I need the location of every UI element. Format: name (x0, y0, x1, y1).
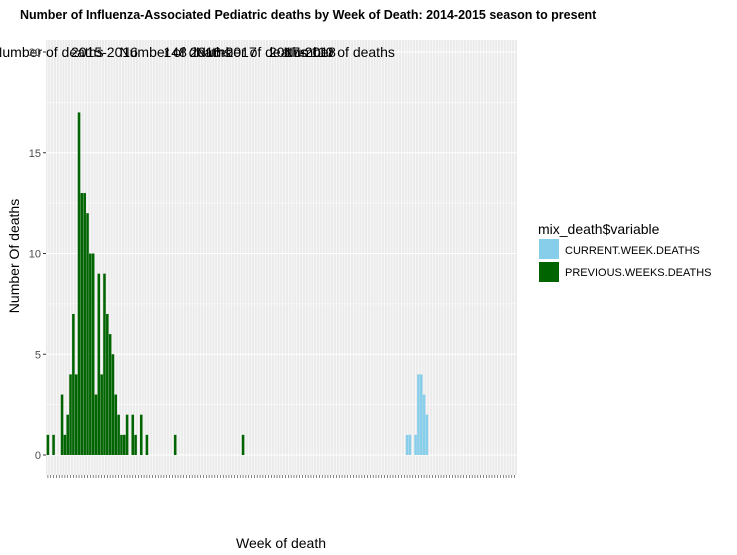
bar-previous (83, 193, 86, 456)
bar-previous (173, 434, 177, 455)
bar-previous (145, 434, 149, 455)
chart-annotation: Number of deaths (284, 44, 395, 60)
chart-annotation: 2017-2018 (269, 44, 336, 60)
bar-previous (134, 434, 137, 455)
bar-previous (46, 434, 50, 455)
bar-previous (241, 434, 245, 455)
bar-previous (103, 273, 106, 455)
bar-previous (97, 273, 101, 455)
x-axis (47, 475, 515, 478)
bar-previous (89, 253, 92, 455)
bar-current (414, 434, 417, 455)
y-tick-label: 15 (29, 148, 41, 160)
chart-annotation: 2015-2016 (71, 44, 138, 60)
legend-swatch-previous (539, 262, 559, 282)
chart-title: Number of Influenza-Associated Pediatric… (20, 8, 597, 22)
y-tick-label: 10 (29, 249, 41, 261)
bar-previous (114, 394, 118, 455)
chart-annotation: Number of deaths (196, 44, 307, 60)
bar-current (405, 434, 409, 455)
y-axis: 0 5 10 15 20 (29, 47, 46, 462)
y-tick-label: 20 (29, 47, 41, 59)
chart-annotation: 148 (164, 44, 188, 60)
chart-annotation: 110 (311, 44, 334, 60)
bar-current (408, 434, 412, 455)
y-tick-label: 0 (35, 450, 41, 462)
bar-previous (72, 313, 75, 455)
chart-annotation: 2016-2017 (190, 44, 257, 60)
bar-current (425, 414, 429, 455)
bar-previous (86, 213, 89, 455)
bar-previous (80, 193, 84, 456)
bar-previous (108, 334, 112, 455)
y-tick-label: 5 (35, 349, 41, 361)
bar-previous (60, 394, 64, 455)
legend-label-previous: PREVIOUS.WEEKS.DEATHS (565, 267, 712, 279)
bar-previous (77, 112, 81, 455)
bar-previous (106, 313, 109, 455)
bar-previous (123, 434, 126, 455)
legend-title: mix_death$variable (538, 221, 660, 237)
bar-previous (120, 434, 123, 455)
bar-previous (139, 414, 143, 455)
chart-annotation: Number of deaths (0, 44, 104, 60)
bar-previous (63, 434, 67, 455)
x-axis-title: Week of death (236, 535, 326, 551)
bar-previous (91, 253, 95, 455)
bar-current (422, 394, 426, 455)
bar-previous (74, 374, 78, 455)
bar-current (419, 374, 423, 455)
legend-label-current: CURRENT.WEEK.DEATHS (565, 245, 700, 257)
bar-previous (94, 394, 98, 455)
bar-previous (125, 414, 129, 455)
chart-annotation: Number of deaths (120, 44, 231, 60)
y-axis-title: Number Of deaths (6, 199, 22, 313)
bar-previous (111, 354, 115, 455)
bar-previous (117, 414, 120, 455)
bar-previous (69, 374, 72, 455)
bar-previous (131, 414, 135, 455)
bar-previous (100, 374, 103, 455)
legend: mix_death$variable CURRENT.WEEK.DEATHS P… (538, 221, 712, 282)
bar-previous (52, 434, 55, 455)
bar-current (417, 374, 420, 455)
bars (46, 112, 429, 456)
bar-previous (66, 414, 69, 455)
legend-swatch-current (539, 239, 559, 259)
